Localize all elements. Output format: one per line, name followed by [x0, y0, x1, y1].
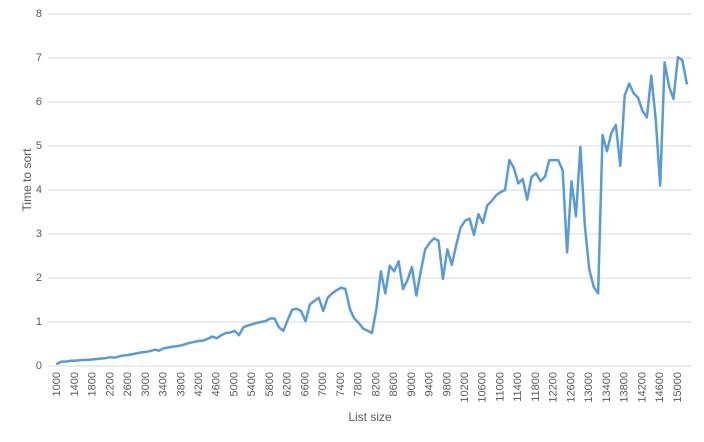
x-tick-label: 14600 [654, 372, 666, 403]
x-tick-label: 4200 [193, 372, 205, 396]
x-tick-label: 2600 [122, 372, 134, 396]
x-tick-label: 7000 [317, 372, 329, 396]
x-tick-label: 3000 [140, 372, 152, 396]
x-tick-label: 9000 [406, 372, 418, 396]
y-tick-label: 6 [36, 96, 42, 108]
x-tick-label: 1800 [87, 372, 99, 396]
data-line [55, 55, 689, 366]
x-tick-label: 3400 [158, 372, 170, 396]
x-tick-label: 11400 [512, 372, 524, 402]
y-tick-label: 7 [36, 52, 42, 64]
x-tick-label: 11800 [530, 372, 542, 402]
x-tick-label: 1000 [51, 372, 63, 396]
x-tick-label: 5800 [264, 372, 276, 396]
x-tick-label: 11000 [494, 372, 506, 402]
x-tick-label: 5000 [228, 372, 240, 396]
x-tick-label: 3800 [175, 372, 187, 396]
x-tick-label: 6200 [282, 372, 294, 396]
y-tick-label: 2 [36, 272, 42, 284]
y-axis-title: Time to sort [20, 148, 34, 212]
x-tick-label: 15000 [672, 372, 684, 403]
x-tick-label: 5400 [246, 372, 258, 396]
x-tick-label: 9400 [424, 372, 436, 396]
x-tick-label: 13400 [601, 372, 613, 403]
x-tick-label: 13000 [583, 372, 595, 403]
x-axis-title: List size [348, 410, 392, 424]
y-tick-label: 4 [36, 184, 42, 196]
x-tick-label: 9800 [441, 372, 453, 396]
x-tick-label: 7400 [335, 372, 347, 396]
x-tick-label: 13800 [619, 372, 631, 403]
x-tick-label: 10200 [459, 372, 471, 403]
x-tick-label: 8200 [370, 372, 382, 396]
y-tick-label: 8 [36, 8, 42, 20]
y-tick-label: 3 [36, 228, 42, 240]
x-tick-label: 14200 [636, 372, 648, 403]
y-tick-label: 0 [36, 360, 42, 372]
x-tick-label: 1400 [69, 372, 81, 396]
x-tick-label: 7800 [353, 372, 365, 396]
y-tick-label: 1 [36, 316, 42, 328]
x-tick-label: 10600 [477, 372, 489, 403]
x-tick-label: 12200 [548, 372, 560, 403]
x-tick-label: 2200 [104, 372, 116, 396]
x-tick-label: 4600 [211, 372, 223, 396]
x-tick-label: 6600 [299, 372, 311, 396]
y-tick-label: 5 [36, 140, 42, 152]
x-tick-label: 12600 [565, 372, 577, 403]
x-tick-label: 8600 [388, 372, 400, 396]
